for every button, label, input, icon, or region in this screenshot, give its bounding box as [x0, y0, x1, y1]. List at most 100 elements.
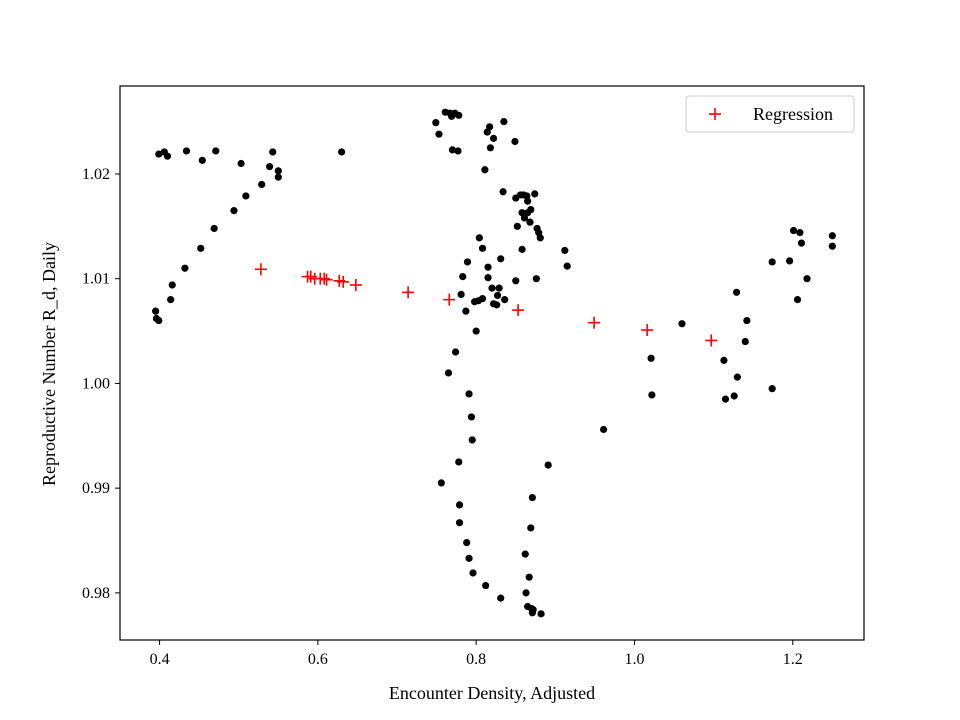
data-point [495, 284, 503, 292]
plot-frame [119, 85, 865, 641]
data-point [797, 239, 806, 247]
legend-regression-marker [709, 108, 721, 120]
data-point [459, 273, 467, 281]
data-point [720, 356, 728, 364]
x-tick-label: 1.0 [624, 651, 644, 668]
data-point [469, 569, 477, 577]
data-point [528, 493, 536, 502]
data-point [561, 246, 569, 255]
data-point [455, 519, 464, 527]
data-point [803, 275, 811, 283]
data-point [465, 554, 473, 562]
data-point [437, 479, 445, 487]
data-point [537, 610, 545, 618]
data-point [258, 180, 266, 189]
data-point [493, 291, 502, 300]
regression-point [512, 304, 525, 317]
data-point [181, 264, 189, 272]
data-point [155, 150, 163, 158]
regression-point [641, 324, 654, 337]
data-point [454, 147, 462, 155]
data-point [467, 413, 476, 421]
data-point [212, 147, 220, 155]
data-point [210, 224, 218, 233]
data-point [482, 581, 490, 590]
regression-point [349, 278, 362, 291]
data-point [444, 369, 453, 377]
data-point [544, 461, 552, 469]
data-point [647, 354, 655, 362]
data-point [527, 205, 535, 214]
regression-point [320, 273, 333, 286]
y-tick-label: 0.98 [82, 585, 110, 602]
y-tick-label: 1.00 [82, 375, 110, 392]
data-point [462, 307, 470, 315]
data-point [518, 245, 526, 253]
data-point [163, 152, 172, 160]
data-point [524, 197, 532, 205]
data-point [526, 218, 534, 226]
data-point [463, 539, 471, 547]
y-axis-label: Reproductive Number R_d, Daily [39, 242, 59, 486]
data-point [499, 188, 507, 196]
data-point [512, 277, 520, 285]
data-point [522, 589, 530, 597]
regression-point [705, 334, 718, 347]
data-point [486, 123, 494, 131]
data-point [531, 190, 539, 198]
data-point [481, 166, 489, 174]
data-point [532, 275, 540, 283]
regression-point [443, 293, 456, 306]
data-point [741, 337, 749, 346]
data-point [488, 284, 496, 292]
data-point [563, 262, 571, 270]
x-tick-label: 0.8 [466, 651, 486, 668]
regression-point [337, 275, 350, 288]
y-tick-label: 0.99 [82, 480, 110, 497]
data-point [520, 214, 529, 222]
data-point [529, 606, 537, 614]
data-point [796, 229, 804, 237]
data-point [265, 163, 274, 171]
data-point [732, 288, 741, 296]
data-point [536, 234, 544, 242]
data-point [828, 242, 836, 250]
data-point [521, 550, 529, 558]
data-point [168, 281, 176, 289]
data-point [167, 296, 175, 304]
data-point [455, 501, 464, 509]
data-point [455, 458, 463, 466]
regression-point [318, 272, 331, 285]
data-point [230, 207, 238, 215]
data-point [721, 395, 730, 403]
data-point [182, 147, 191, 155]
data-point [527, 524, 535, 532]
data-point [197, 244, 205, 252]
data-point [828, 232, 836, 240]
data-point [789, 226, 798, 235]
data-point [475, 234, 483, 242]
data-point [497, 594, 505, 602]
data-point [525, 573, 533, 581]
data-point [198, 156, 206, 164]
data-point [511, 137, 519, 146]
legend-plus-icon [709, 108, 721, 120]
data-point [451, 348, 460, 356]
data-point [274, 173, 282, 181]
data-series [152, 108, 836, 618]
data-point [478, 244, 487, 252]
data-point [242, 192, 250, 200]
data-point [472, 327, 480, 335]
data-point [500, 118, 508, 126]
data-point [793, 296, 802, 304]
legend-frame [685, 95, 855, 133]
data-point [600, 425, 608, 434]
data-point [338, 148, 346, 156]
data-point [501, 296, 509, 304]
data-point [486, 144, 495, 152]
data-point [478, 294, 487, 303]
regression-point [588, 316, 601, 329]
data-point [457, 290, 465, 299]
data-point [484, 263, 492, 271]
